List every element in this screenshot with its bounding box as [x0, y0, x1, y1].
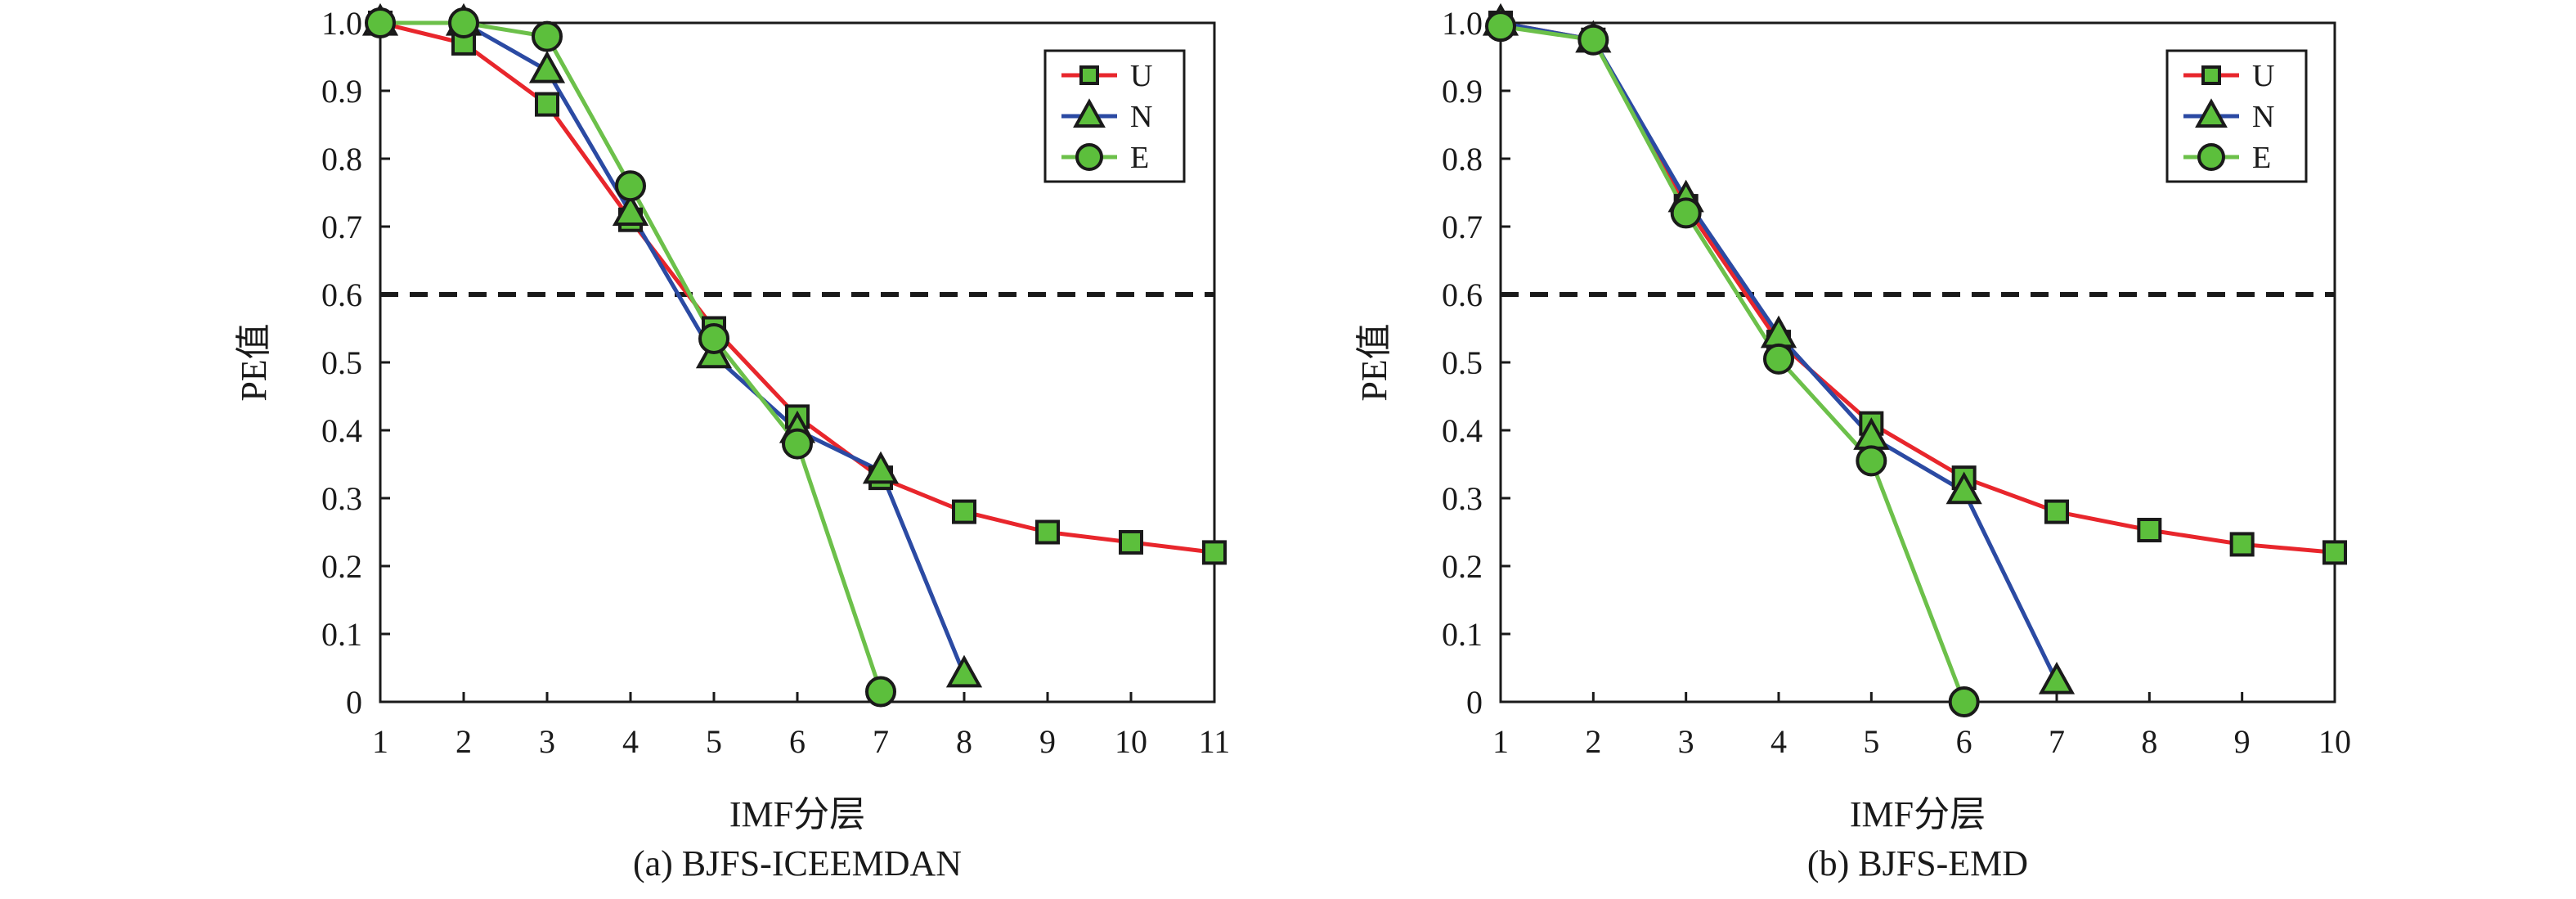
panel-caption: (b) BJFS-EMD: [1807, 843, 2028, 883]
data-point-U: [535, 92, 559, 117]
y-tick-label: 0.2: [321, 548, 362, 585]
data-point-U: [2044, 499, 2069, 524]
legend-marker-U: [1079, 65, 1099, 85]
legend-marker-N: [1073, 98, 1106, 128]
data-point-N: [945, 654, 983, 688]
data-point-E: [1856, 445, 1887, 477]
x-tick-label: 3: [539, 723, 555, 760]
data-point-E: [615, 170, 646, 202]
data-point-N: [528, 50, 566, 83]
y-tick-label: 0.8: [321, 141, 362, 178]
x-axis-label: IMF分层: [1850, 794, 1986, 834]
data-point-E: [1763, 343, 1794, 375]
panel-caption: (a) BJFS-ICEEMDAN: [633, 843, 962, 883]
x-tick-label: 3: [1678, 723, 1694, 760]
data-point-U: [1202, 540, 1227, 565]
y-tick-label: 0.8: [1442, 141, 1483, 178]
data-point-E: [1485, 11, 1516, 43]
x-tick-label: 1: [372, 723, 388, 760]
x-tick-label: 9: [2234, 723, 2251, 760]
y-tick-label: 0: [1466, 684, 1483, 721]
data-point-E: [1577, 24, 1609, 56]
legend-label-N: N: [2252, 100, 2274, 134]
x-tick-label: 2: [1585, 723, 1601, 760]
y-tick-label: 0.9: [321, 73, 362, 110]
series-line-N: [380, 20, 967, 676]
legend-label-U: U: [2252, 59, 2274, 93]
legend: UNE: [2165, 49, 2308, 183]
legend-marker-E: [2197, 143, 2225, 171]
x-tick-label: 11: [1199, 723, 1231, 760]
data-point-N: [612, 193, 649, 226]
y-tick-label: 0.3: [321, 480, 362, 517]
y-tick-label: 1.0: [321, 5, 362, 42]
y-tick-label: 0.7: [321, 209, 362, 245]
legend-marker-U: [2201, 65, 2221, 85]
data-point-U: [1119, 529, 1143, 555]
y-tick-label: 0.6: [321, 276, 362, 313]
y-tick-label: 0: [346, 684, 362, 721]
y-tick-label: 0.5: [1442, 344, 1483, 381]
data-point-E: [532, 20, 563, 52]
data-point-N: [862, 451, 900, 484]
data-point-E: [1670, 197, 1702, 229]
x-tick-label: 7: [2049, 723, 2065, 760]
y-axis-label: PE值: [234, 323, 274, 401]
x-tick-label: 5: [1863, 723, 1879, 760]
x-tick-label: 10: [1115, 723, 1147, 760]
x-tick-label: 8: [956, 723, 972, 760]
y-tick-label: 0.2: [1442, 548, 1483, 585]
legend-marker-N: [2195, 98, 2228, 128]
legend-label-E: E: [1130, 141, 1149, 175]
x-tick-label: 8: [2141, 723, 2157, 760]
y-tick-label: 0.5: [321, 344, 362, 381]
legend-label-U: U: [1130, 59, 1152, 93]
data-point-E: [865, 676, 896, 708]
chart-panel-a: 0 0.1 0.2 0.3 0.4 0.5 0.6 0.7 0.8 0.9 1.0 1 2 3 4 5 6 7 8 9…: [234, 2, 1231, 883]
data-point-U: [952, 499, 976, 524]
y-axis-label: PE值: [1354, 323, 1394, 401]
series-line-E: [1500, 24, 1967, 703]
legend-marker-E: [1075, 143, 1103, 171]
data-point-E: [365, 7, 396, 38]
y-tick-label: 0.7: [1442, 209, 1483, 245]
y-tick-label: 1.0: [1442, 5, 1483, 42]
data-point-U: [2229, 532, 2255, 557]
data-point-U: [2137, 518, 2162, 543]
x-axis-label: IMF分层: [729, 794, 865, 834]
data-point-U: [2322, 540, 2347, 565]
data-point-E: [1948, 686, 1980, 717]
x-tick-label: 6: [789, 723, 806, 760]
y-tick-label: 0.6: [1442, 276, 1483, 313]
x-tick-label: 5: [706, 723, 722, 760]
legend: UNE: [1043, 49, 1186, 183]
data-point-E: [698, 322, 729, 354]
data-point-N: [1945, 471, 1982, 505]
series-line-E: [380, 20, 883, 693]
y-tick-label: 0.4: [321, 412, 362, 449]
y-tick-label: 0.9: [1442, 73, 1483, 110]
data-point-N: [2038, 661, 2076, 694]
y-tick-label: 0.3: [1442, 480, 1483, 517]
x-tick-label: 2: [456, 723, 472, 760]
data-point-E: [782, 428, 813, 460]
data-point-U: [1035, 519, 1060, 545]
x-tick-label: 4: [622, 723, 639, 760]
y-tick-label: 0.4: [1442, 412, 1483, 449]
y-tick-label: 0.1: [321, 616, 362, 653]
y-tick-label: 0.1: [1442, 616, 1483, 653]
x-tick-label: 10: [2318, 723, 2351, 760]
x-tick-label: 7: [873, 723, 889, 760]
x-tick-label: 6: [1956, 723, 1972, 760]
data-point-E: [448, 7, 479, 38]
legend-label-E: E: [2252, 141, 2271, 175]
x-tick-label: 9: [1039, 723, 1056, 760]
x-tick-label: 4: [1770, 723, 1787, 760]
x-tick-label: 1: [1492, 723, 1509, 760]
legend-label-N: N: [1130, 100, 1152, 134]
chart-panel-b: 0 0.1 0.2 0.3 0.4 0.5 0.6 0.7 0.8 0.9 1.0 1 2 3 4 5 6 7 8 9…: [1354, 2, 2351, 883]
